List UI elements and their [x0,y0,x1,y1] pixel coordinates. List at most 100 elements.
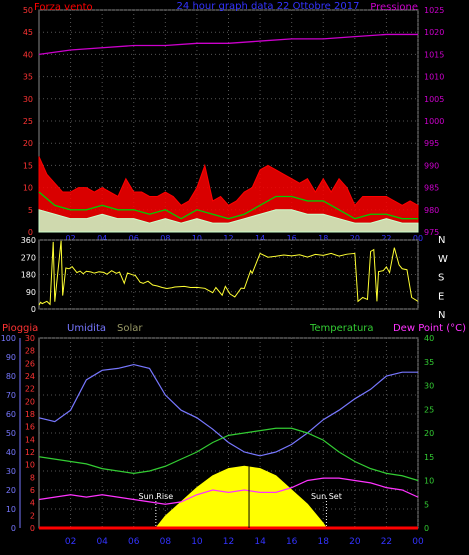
rain-y-tick: 10 [25,461,35,470]
climate-x-tick: 04 [96,537,108,547]
temp-y-tick: 35 [424,358,434,367]
temp-y-tick: 20 [424,429,434,438]
humidity-label: Umidita [67,323,106,334]
wind-y-tick: 50 [23,6,33,15]
wind-x-tick: 06 [129,234,139,243]
wind-y-tick: 45 [23,28,33,37]
pressure-y-tick: 1015 [424,50,444,59]
temp-y-tick: 5 [424,500,429,509]
wind-y-tick: 40 [23,50,33,59]
dewpoint-series [38,477,419,505]
humidity-y-tick: 20 [6,486,16,495]
temp-y-tick: 30 [424,382,434,391]
direction-series [38,240,419,306]
sun-event-label: Sun Rise [139,492,174,501]
rain-y-tick: 12 [25,448,35,457]
wind-y-tick: 35 [23,73,33,82]
pressure-series [38,33,418,56]
rain-y-tick: 30 [25,334,35,343]
dewpoint-label: Dew Point (°C) [393,323,466,334]
rain-y-tick: 26 [25,359,35,368]
wind-x-tick: 14 [255,234,265,243]
temp-y-tick: 15 [424,453,434,462]
pressure-y-tick: 990 [424,161,439,170]
wind-speed-series [38,191,418,220]
pressure-y-tick: 1005 [424,95,444,104]
temperature-series [38,427,419,482]
climate-x-tick: 12 [223,537,234,547]
compass-label: N [438,235,445,246]
climate-x-tick: 14 [254,537,266,547]
wind-right-label: Pressione [370,2,418,13]
compass-label: E [438,291,444,302]
rain-y-tick: 28 [25,347,35,356]
wind-x-tick: 20 [350,234,360,243]
climate-x-tick: 18 [318,537,330,547]
wind-x-tick: 08 [160,234,170,243]
wind-y-tick: 25 [23,117,33,126]
humidity-y-tick: 60 [6,410,16,419]
climate-x-tick: 02 [65,537,76,547]
rain-y-tick: 18 [25,410,35,419]
temperature-label: Temperatura [309,323,374,334]
rain-y-tick: 14 [25,435,35,444]
humidity-y-tick: 50 [6,429,16,438]
rain-y-tick: 0 [30,524,35,533]
wind-panel: 0510152025303540455097598098599099510001… [23,1,445,243]
direction-y-tick: 90 [26,288,36,297]
pressure-y-tick: 975 [424,228,439,237]
wind-x-tick: 22 [381,234,391,243]
solar-series [154,465,328,529]
rain-y-tick: 20 [25,397,35,406]
climate-x-tick: 10 [191,537,203,547]
wind-y-tick: 20 [23,139,33,148]
pressure-y-tick: 995 [424,139,439,148]
wind-x-tick: 04 [97,234,107,243]
rain-y-tick: 24 [25,372,35,381]
wind-y-tick: 15 [23,161,33,170]
temp-y-tick: 25 [424,405,434,414]
humidity-y-tick: 100 [1,334,16,343]
solar-label: Solar [117,323,143,334]
pressure-y-tick: 1020 [424,28,444,37]
humidity-y-tick: 80 [6,372,16,381]
rain-y-tick: 8 [30,473,35,482]
wind-avg-series [38,209,419,233]
pressure-y-tick: 1010 [424,73,444,82]
wind-x-tick: 00 [413,234,423,243]
compass-label: N [438,310,445,321]
wind-x-tick: 18 [318,234,328,243]
temp-y-tick: 10 [424,477,434,486]
pressure-y-tick: 985 [424,184,439,193]
compass-label: W [438,254,448,265]
rain-y-tick: 16 [25,423,35,432]
wind-gust-series [38,156,419,233]
wind-x-tick: 12 [223,234,233,243]
rain-label: Pioggia [2,323,38,334]
rain-y-tick: 4 [30,499,35,508]
humidity-y-tick: 0 [11,524,16,533]
wind-x-tick: 10 [192,234,202,243]
pressure-y-tick: 1025 [424,6,444,15]
sun-event-label: Sun Set [311,492,342,501]
climate-x-tick: 00 [412,537,424,547]
wind-left-label: Forza vento [34,2,93,13]
humidity-y-tick: 40 [6,448,16,457]
humidity-y-tick: 70 [6,391,16,400]
wind-x-tick: 16 [287,234,297,243]
humidity-y-tick: 90 [6,353,16,362]
direction-y-tick: 180 [21,271,36,280]
wind-x-tick: 02 [65,234,75,243]
wind-y-tick: 5 [28,206,33,215]
wind-y-tick: 10 [23,184,33,193]
wind-y-tick: 0 [28,228,33,237]
rain-y-tick: 2 [30,511,35,520]
pressure-y-tick: 1000 [424,117,444,126]
climate-x-tick: 08 [160,537,172,547]
direction-y-tick: 270 [21,253,36,262]
direction-y-tick: 0 [31,305,36,314]
rain-y-tick: 6 [30,486,35,495]
climate-x-tick: 16 [286,537,298,547]
